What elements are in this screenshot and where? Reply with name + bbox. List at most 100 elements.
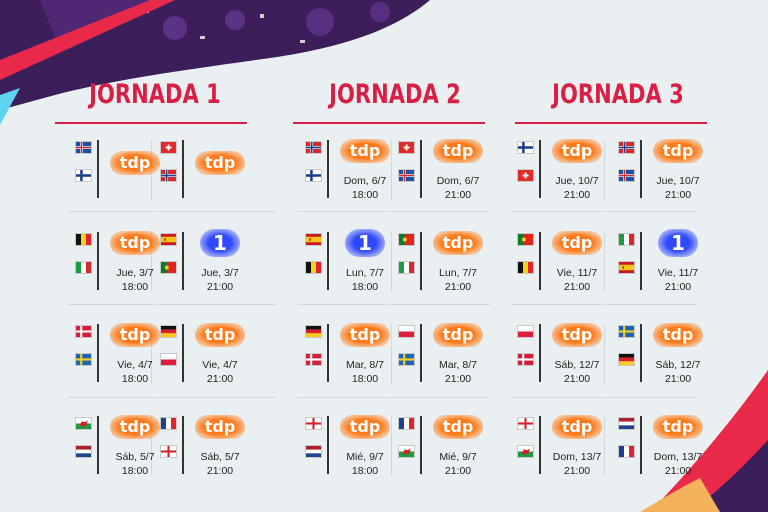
match-card: tdp Dom, 13/7 21:00 [517,414,613,478]
match-divider [420,324,422,382]
match-card: 1 Lun, 7/7 18:00 [305,229,401,294]
netherlands-flag-icon [75,445,92,458]
italy-flag-icon [398,261,415,274]
tdp-channel-logo: tdp [103,322,167,348]
row-divider [390,397,490,398]
finland-flag-icon [517,141,534,154]
match-datetime: Vie, 4/7 21:00 [188,358,252,386]
match-divider [539,232,541,290]
match-time: 18:00 [121,373,149,385]
france-flag-icon [160,417,177,430]
column-divider [151,324,152,384]
match-card: tdp Mié, 9/7 18:00 [305,414,401,478]
match-card: tdp Sáb, 12/7 21:00 [517,322,613,386]
match-datetime: Jue, 10/7 21:00 [545,174,609,202]
row-divider [155,304,275,305]
iceland-flag-icon [398,169,415,182]
match-datetime: Vie, 4/7 18:00 [103,358,167,386]
row-divider [155,211,275,212]
wales-flag-icon [517,445,534,458]
match-time: 21:00 [664,373,692,385]
match-datetime: Sáb, 5/7 18:00 [103,450,167,478]
match-datetime: Lun, 7/7 21:00 [426,266,490,294]
row-divider [606,304,696,305]
match-datetime: Jue, 3/7 18:00 [103,266,167,294]
portugal-flag-icon [398,233,415,246]
channel-label: tdp [551,139,603,163]
match-divider [182,324,184,382]
netherlands-flag-icon [305,445,322,458]
match-divider [420,232,422,290]
match-date: Lun, 7/7 [439,267,477,279]
match-card: tdp Jue, 10/7 21:00 [517,138,613,202]
match-datetime: Vie, 11/7 21:00 [646,266,710,294]
poland-flag-icon [398,325,415,338]
row-divider [512,304,604,305]
switzerland-flag-icon [160,141,177,154]
netherlands-flag-icon [618,417,635,430]
norway-flag-icon [160,169,177,182]
channel-label: tdp [432,139,484,163]
denmark-flag-icon [305,353,322,366]
match-divider [640,232,642,290]
match-card: tdp Dom, 6/7 18:00 [305,138,401,202]
match-divider [97,232,99,290]
match-divider [539,324,541,382]
spain-flag-icon [160,233,177,246]
match-date: Dom, 13/7 [552,451,602,463]
germany-flag-icon [160,325,177,338]
sweden-flag-icon [75,353,92,366]
channel-label: tdp [109,231,161,255]
match-date: Jue, 10/7 [656,175,700,187]
row-divider [390,304,490,305]
match-time: 21:00 [444,373,472,385]
tdp-channel-logo: tdp [426,414,490,440]
match-card: tdp Sáb, 12/7 21:00 [618,322,714,386]
poland-flag-icon [517,325,534,338]
match-time: 18:00 [121,465,149,477]
italy-flag-icon [75,261,92,274]
france-flag-icon [618,445,635,458]
match-time: 21:00 [444,189,472,201]
match-date: Dom, 6/7 [343,175,387,187]
tdp-channel-logo: tdp [545,414,609,440]
match-divider [97,416,99,474]
portugal-flag-icon [160,261,177,274]
channel-label: tdp [339,415,391,439]
row-divider [298,304,388,305]
match-divider [97,324,99,382]
channel-label: tdp [109,323,161,347]
channel-label: tdp [339,139,391,163]
column-divider [391,416,392,476]
match-divider [182,416,184,474]
tdp-channel-logo: tdp [188,322,252,348]
match-datetime: Jue, 10/7 21:00 [646,174,710,202]
match-datetime: Mié, 9/7 18:00 [333,450,397,478]
iceland-flag-icon [75,141,92,154]
match-date: Dom, 6/7 [436,175,480,187]
match-date: Sáb, 5/7 [115,451,155,463]
match-divider [640,140,642,198]
poland-flag-icon [160,353,177,366]
match-time: 21:00 [206,281,234,293]
match-divider [539,416,541,474]
channel-label: tdp [194,151,246,175]
match-card: tdp Vie, 11/7 21:00 [517,230,613,294]
germany-flag-icon [618,353,635,366]
belgium-flag-icon [75,233,92,246]
iceland-flag-icon [618,169,635,182]
match-datetime: Jue, 3/7 21:00 [188,266,252,294]
jornada-3: JORNADA 3 [518,78,718,112]
match-divider [420,140,422,198]
tdp-channel-logo: tdp [545,230,609,256]
match-divider [97,140,99,198]
tdp-channel-logo: tdp [333,322,397,348]
match-datetime: Sáb, 12/7 21:00 [545,358,609,386]
match-card: tdp Mié, 9/7 21:00 [398,414,494,478]
channel-label: tdp [551,231,603,255]
tdp-channel-logo: tdp [103,150,167,176]
switzerland-flag-icon [517,169,534,182]
match-divider [327,324,329,382]
match-divider [640,324,642,382]
